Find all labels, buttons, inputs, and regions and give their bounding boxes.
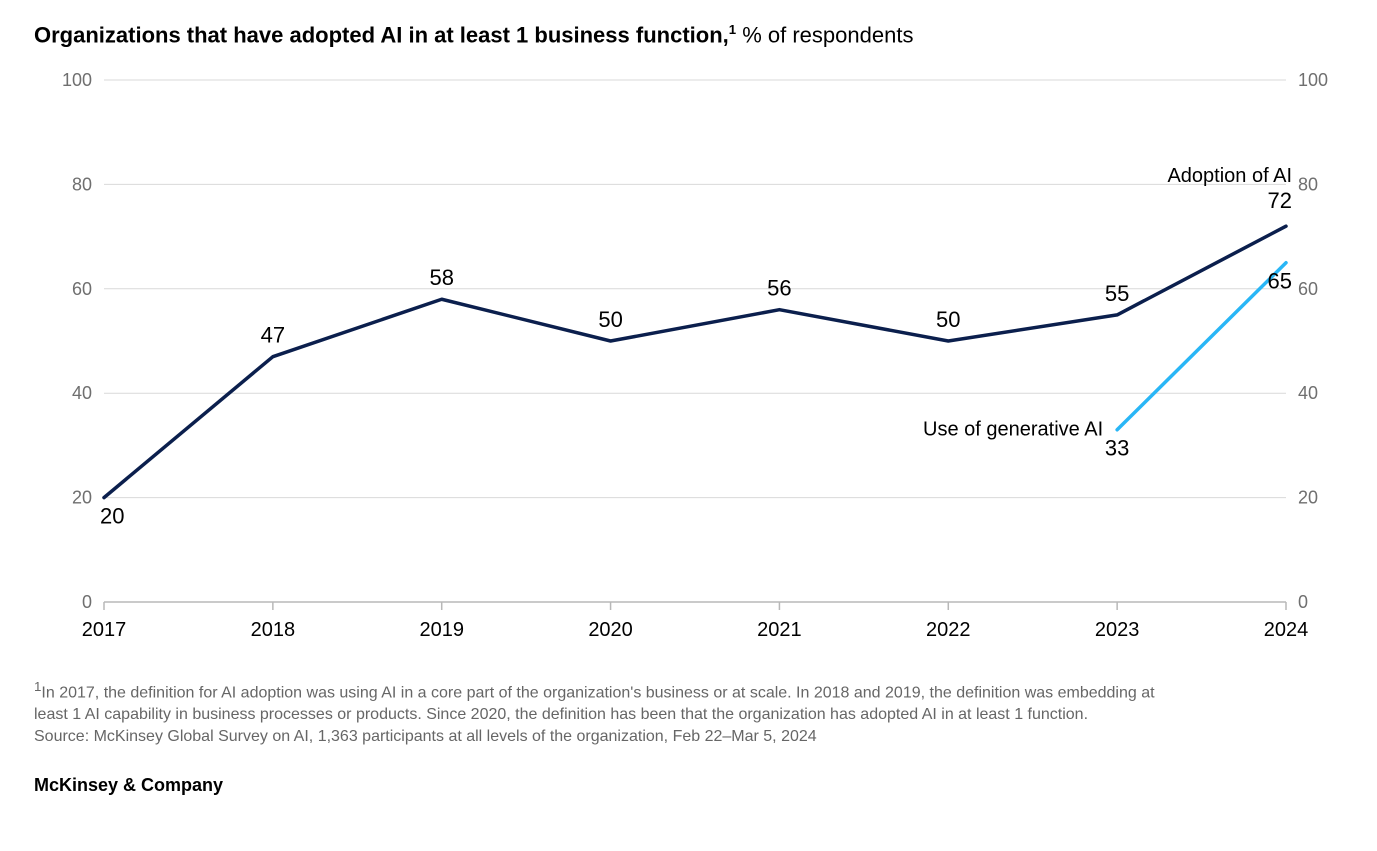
brand: McKinsey & Company bbox=[34, 775, 1343, 796]
series-line bbox=[1117, 263, 1286, 430]
value-label: 58 bbox=[429, 266, 453, 291]
x-tick-label: 2021 bbox=[757, 619, 802, 641]
footnote-line2: least 1 AI capability in business proces… bbox=[34, 704, 1343, 726]
y-tick-label-left: 80 bbox=[72, 175, 92, 195]
y-tick-label-left: 20 bbox=[72, 488, 92, 508]
y-tick-label-right: 60 bbox=[1298, 279, 1318, 299]
x-tick-label: 2019 bbox=[419, 619, 464, 641]
y-tick-label-right: 20 bbox=[1298, 488, 1318, 508]
value-label: 56 bbox=[767, 276, 791, 301]
y-tick-label-left: 40 bbox=[72, 384, 92, 404]
series-label: Use of generative AI bbox=[923, 419, 1103, 441]
y-tick-label-left: 0 bbox=[82, 592, 92, 612]
title-bold: Organizations that have adopted AI in at… bbox=[34, 22, 729, 47]
chart-holder: 0020204040606080801001002017201820192020… bbox=[34, 54, 1343, 674]
x-tick-label: 2022 bbox=[926, 619, 971, 641]
y-tick-label-right: 40 bbox=[1298, 384, 1318, 404]
x-tick-label: 2020 bbox=[588, 619, 633, 641]
value-label: 72 bbox=[1268, 188, 1292, 213]
footnote: 1In 2017, the definition for AI adoption… bbox=[34, 678, 1343, 747]
chart-title: Organizations that have adopted AI in at… bbox=[34, 22, 1343, 48]
y-tick-label-left: 100 bbox=[62, 70, 92, 90]
value-label: 20 bbox=[100, 504, 124, 529]
value-label: 50 bbox=[936, 307, 960, 332]
value-label: 33 bbox=[1105, 436, 1129, 461]
x-tick-label: 2023 bbox=[1095, 619, 1140, 641]
footnote-line3: Source: McKinsey Global Survey on AI, 1,… bbox=[34, 726, 1343, 748]
line-chart: 0020204040606080801001002017201820192020… bbox=[34, 54, 1343, 674]
footnote-line1: 1In 2017, the definition for AI adoption… bbox=[34, 678, 1343, 704]
value-label: 47 bbox=[261, 323, 285, 348]
title-light: % of respondents bbox=[742, 22, 913, 47]
value-label: 55 bbox=[1105, 281, 1129, 306]
figure-container: Organizations that have adopted AI in at… bbox=[0, 0, 1377, 851]
value-label: 50 bbox=[598, 307, 622, 332]
x-tick-label: 2018 bbox=[251, 619, 296, 641]
y-tick-label-right: 0 bbox=[1298, 592, 1308, 612]
x-tick-label: 2017 bbox=[82, 619, 127, 641]
title-sup: 1 bbox=[729, 22, 736, 37]
x-tick-label: 2024 bbox=[1264, 619, 1309, 641]
value-label: 65 bbox=[1268, 269, 1292, 294]
y-tick-label-right: 80 bbox=[1298, 175, 1318, 195]
y-tick-label-left: 60 bbox=[72, 279, 92, 299]
y-tick-label-right: 100 bbox=[1298, 70, 1328, 90]
series-label: Adoption of AI bbox=[1167, 165, 1292, 187]
